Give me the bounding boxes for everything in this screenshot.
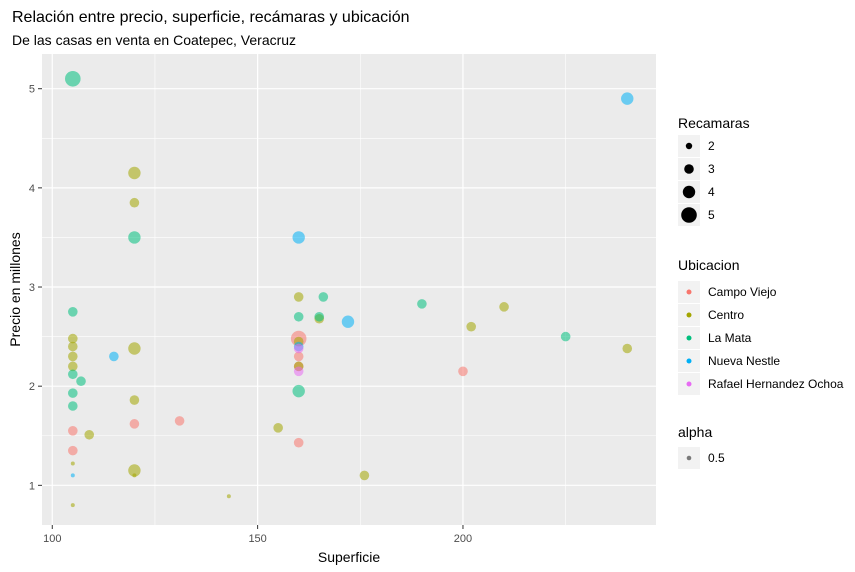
data-point [65, 70, 81, 87]
data-point [128, 464, 141, 477]
data-point [417, 299, 427, 309]
data-point [68, 401, 78, 411]
legend-label-size: 5 [708, 208, 715, 222]
data-point [293, 311, 304, 322]
legend-key-color [686, 312, 692, 318]
data-point [70, 503, 75, 508]
legend-label-color: La Mata [708, 331, 752, 345]
data-point [68, 426, 78, 436]
data-point [359, 470, 370, 481]
data-point [292, 231, 305, 244]
data-point [621, 92, 634, 105]
data-point [622, 343, 633, 354]
legend-key-size [685, 142, 693, 150]
data-point [499, 302, 509, 312]
data-point [293, 366, 304, 377]
y-tick-label: 2 [29, 381, 35, 393]
data-point [314, 311, 325, 322]
data-point [292, 384, 305, 398]
legend-title-alpha: alpha [678, 424, 712, 440]
data-point [273, 423, 283, 433]
data-point [68, 369, 78, 380]
x-tick-label: 100 [43, 533, 61, 545]
legend: Recamaras 2 3 4 5 Ubicacion Campo Viejo Cent… [678, 115, 844, 469]
data-point [458, 366, 468, 377]
chart-subtitle: De las casas en venta en Coatepec, Verac… [12, 32, 296, 48]
data-point [109, 351, 119, 362]
data-point [76, 376, 86, 387]
legend-label-color: Campo Viejo [708, 285, 777, 299]
data-point [174, 416, 185, 426]
legend-alpha-keys: 0.5 [678, 447, 725, 469]
legend-key-color [686, 289, 692, 295]
data-point [129, 395, 140, 405]
data-point [128, 342, 141, 355]
legend-key-size [682, 185, 696, 199]
data-point [68, 351, 78, 362]
legend-title-ubicacion: Ubicacion [678, 257, 739, 273]
data-points [65, 70, 634, 508]
data-point [128, 166, 141, 180]
y-tick-label: 5 [29, 84, 35, 96]
legend-label-color: Centro [708, 308, 744, 322]
data-point [84, 429, 95, 440]
data-point [128, 231, 141, 244]
legend-label-color: Nueva Nestle [708, 354, 780, 368]
x-tick-label: 200 [454, 533, 472, 545]
y-tick-label: 3 [29, 282, 35, 294]
plot-panel [42, 54, 656, 525]
legend-label-size: 2 [708, 139, 715, 153]
x-axis-title: Superficie [318, 549, 380, 565]
y-tick-label: 1 [29, 480, 35, 492]
data-point [68, 341, 78, 352]
legend-size-keys: 2 3 4 5 [678, 135, 715, 226]
legend-key-alpha [686, 455, 692, 461]
data-point [318, 292, 329, 302]
grid-minor [42, 54, 656, 525]
legend-color-keys: Campo Viejo Centro La Mata Nueva Nestle Rafa… [678, 281, 844, 395]
data-point [293, 292, 304, 302]
axes: 100 150 200 1 2 3 4 5 [29, 84, 472, 545]
legend-key-size [681, 207, 697, 223]
data-point [560, 331, 571, 342]
data-point [293, 343, 304, 354]
data-point [341, 315, 355, 328]
legend-title-recamaras: Recamaras [678, 115, 750, 131]
legend-key-color [686, 335, 692, 341]
grid-major [42, 54, 656, 525]
x-tick-label: 150 [248, 533, 266, 545]
data-point [68, 333, 78, 344]
legend-key-color [686, 381, 692, 387]
data-point [466, 321, 476, 332]
legend-label-alpha: 0.5 [708, 451, 725, 465]
data-point [132, 473, 137, 478]
data-point [226, 494, 231, 499]
data-point [129, 419, 140, 429]
data-point [68, 361, 78, 372]
legend-label-size: 3 [708, 162, 715, 176]
y-axis-title: Precio en millones [7, 232, 23, 346]
data-point [70, 461, 75, 466]
legend-key-size [684, 164, 694, 174]
legend-key-color [686, 358, 692, 364]
data-point [68, 388, 78, 398]
data-point [129, 197, 140, 208]
data-point [70, 473, 75, 478]
data-point [68, 445, 78, 456]
y-tick-label: 4 [29, 183, 35, 195]
chart-title: Relación entre precio, superficie, recám… [12, 9, 410, 26]
legend-label-size: 4 [708, 185, 715, 199]
data-point [293, 437, 304, 448]
data-point [293, 351, 304, 362]
legend-label-color: Rafael Hernandez Ochoa [708, 377, 844, 391]
data-point [68, 307, 78, 317]
